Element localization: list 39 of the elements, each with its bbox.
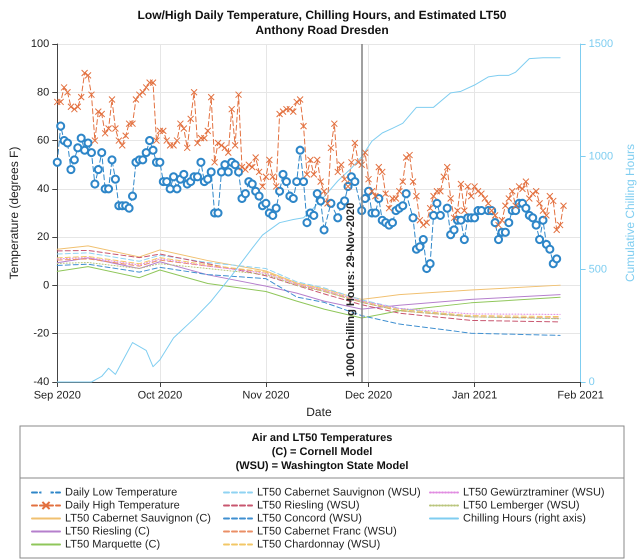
legend-title: Air and LT50 Temperatures (C) = Cornell Model (WSU) = Washington State Model (236, 432, 408, 472)
ref-line-label: 1000 Chilling Hours: 29-Nov-2020 (345, 202, 358, 377)
x-tick-label: Jan 2021 (452, 390, 498, 402)
legend-label: LT50 Chardonnay (WSU) (257, 538, 380, 550)
y-tick-label: 40 (37, 182, 50, 195)
y-tick-label: -20 (33, 328, 50, 340)
legend-label: LT50 Marquette (C) (65, 538, 160, 550)
legend-label: Chilling Hours (right axis) (463, 512, 586, 524)
legend-label: LT50 Riesling (C) (65, 526, 150, 538)
y-tick-label: -40 (33, 376, 50, 388)
y-tick-label: 80 (37, 86, 50, 98)
legend-label: LT50 Riesling (WSU) (257, 500, 360, 512)
x-tick-label: Feb 2021 (557, 390, 604, 402)
line-series (56, 57, 561, 382)
y2-tick-label: 500 (588, 263, 607, 276)
x-tick-label: Dec 2020 (344, 390, 392, 402)
legend-label: Daily Low Temperature (65, 486, 178, 498)
y2-tick-label: 0 (588, 376, 595, 388)
x-tick-label: Oct 2020 (138, 390, 182, 402)
y-axis-title: Temperature (degrees F) (7, 146, 21, 280)
chart-subtitle: Anthony Road Dresden (255, 23, 389, 37)
x-tick-label: Sep 2020 (34, 390, 81, 402)
y2-tick-label: 1500 (588, 38, 614, 50)
legend-label: LT50 Gewürztraminer (WSU) (463, 486, 605, 498)
x-axis-title: Date (306, 405, 332, 419)
legend-label: LT50 Cabernet Sauvignon (WSU) (257, 486, 421, 498)
y-tick-label: 0 (43, 279, 50, 292)
legend-label: LT50 Lemberger (WSU) (463, 500, 580, 512)
legend-label: Daily High Temperature (65, 500, 180, 512)
y-tick-label: 60 (37, 134, 50, 147)
legend-label: LT50 Cabernet Franc (WSU) (257, 526, 397, 538)
y2-tick-label: 1000 (588, 150, 614, 163)
chart-title: Low/High Daily Temperature, Chilling Hours, and Estimated LT50 (138, 8, 507, 22)
legend-label: LT50 Concord (WSU) (257, 512, 362, 524)
legend-label: LT50 Cabernet Sauvignon (C) (65, 512, 211, 524)
y-tick-label: 100 (30, 38, 50, 50)
y2-axis-title: Cumulative Chilling Hours (623, 144, 637, 282)
y-tick-label: 20 (37, 231, 50, 244)
x-tick-label: Nov 2020 (242, 390, 290, 402)
